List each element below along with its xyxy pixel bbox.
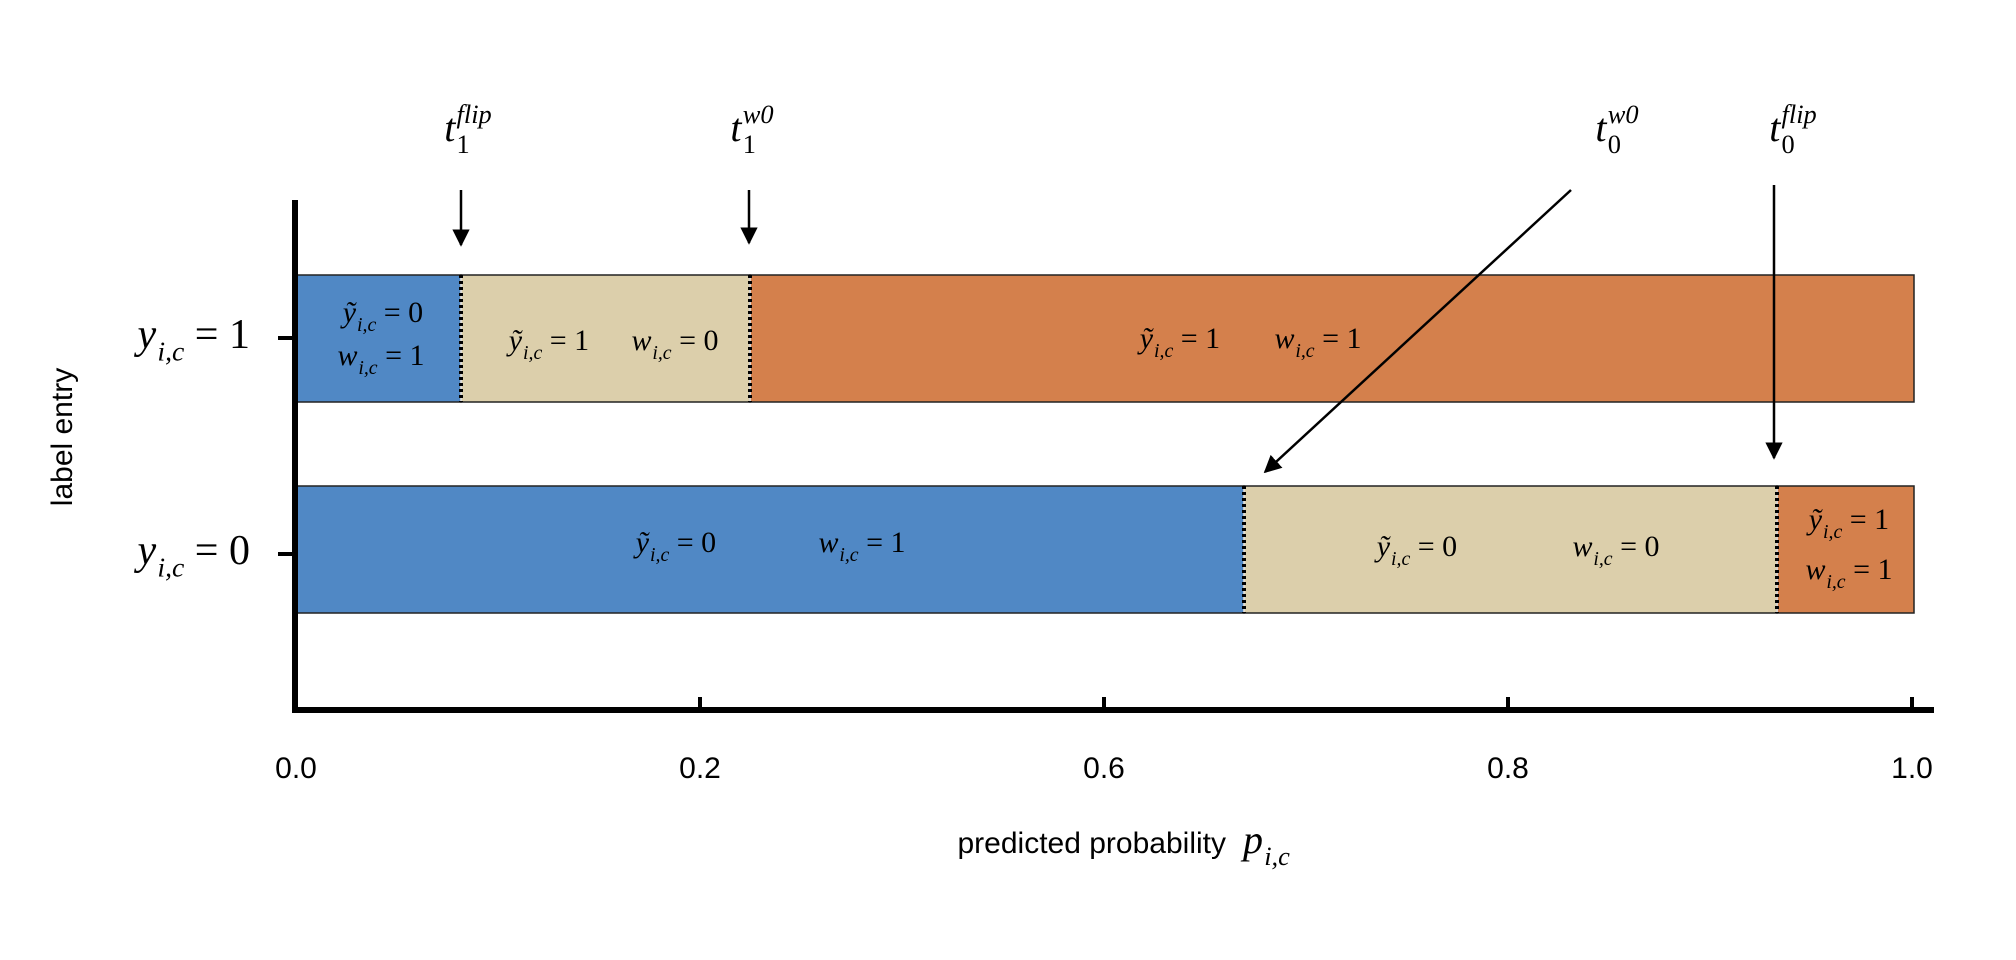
math-label: w i,c = 1 bbox=[1805, 553, 1892, 593]
segment bbox=[295, 274, 462, 403]
math-label: p i,c bbox=[1240, 817, 1290, 871]
math-symbol: p bbox=[1240, 817, 1263, 862]
math-rhs: = 1 bbox=[1853, 553, 1892, 586]
segment bbox=[460, 274, 751, 403]
math-symbol: ỹ bbox=[1137, 322, 1154, 355]
math-label: ỹ i,c = 1 bbox=[1806, 503, 1889, 543]
math-subscript: 1 bbox=[457, 129, 470, 159]
math-subscript: 1 bbox=[743, 129, 756, 159]
math-symbol: w bbox=[1805, 553, 1825, 586]
x-tick-label: 0.8 bbox=[1487, 752, 1529, 785]
math-label: ỹ i,c = 0 bbox=[1374, 530, 1457, 570]
math-label: w i,c = 0 bbox=[1572, 530, 1659, 570]
math-subscript: i,c bbox=[1593, 548, 1612, 570]
math-rhs: = 0 bbox=[1418, 530, 1457, 563]
math-rhs: = 1 bbox=[385, 339, 424, 372]
math-label: w i,c = 1 bbox=[818, 526, 905, 566]
x-tick-label: 1.0 bbox=[1891, 752, 1933, 785]
math-symbol: w bbox=[1572, 530, 1592, 563]
math-label: ỹ i,c = 0 bbox=[340, 296, 423, 336]
math-superscript: flip bbox=[457, 99, 492, 129]
math-symbol: ỹ bbox=[1806, 503, 1823, 536]
math-superscript: w0 bbox=[743, 99, 774, 129]
math-label: ỹ i,c = 1 bbox=[1137, 322, 1220, 362]
math-superscript: flip bbox=[1782, 99, 1817, 129]
segment bbox=[1776, 485, 1915, 614]
math-subscript: i,c bbox=[652, 342, 671, 364]
math-subscript: i,c bbox=[1391, 548, 1410, 570]
math-subscript: i,c bbox=[157, 551, 184, 582]
math-symbol: y bbox=[133, 312, 156, 358]
math-subscript: i,c bbox=[157, 335, 184, 366]
math-rhs: = 0 bbox=[195, 528, 250, 574]
math-label: t 0w0 bbox=[1595, 99, 1638, 159]
math-symbol: w bbox=[818, 526, 838, 559]
math-rhs: = 1 bbox=[195, 312, 250, 358]
math-symbol: ỹ bbox=[633, 526, 650, 559]
math-rhs: = 1 bbox=[1850, 503, 1889, 536]
math-rhs: = 0 bbox=[679, 324, 718, 357]
math-symbol: ỹ bbox=[506, 324, 523, 357]
x-tick-label: 0.0 bbox=[275, 752, 317, 785]
math-label: y i,c = 1 bbox=[133, 312, 250, 367]
math-subscript: i,c bbox=[1826, 571, 1845, 593]
math-rhs: = 1 bbox=[866, 526, 905, 559]
math-symbol: t bbox=[1769, 105, 1781, 150]
math-superscript: w0 bbox=[1608, 99, 1639, 129]
math-subscript: i,c bbox=[358, 357, 377, 379]
math-subscript: i,c bbox=[1823, 521, 1842, 543]
math-subscript: i,c bbox=[357, 314, 376, 336]
math-label: ỹ i,c = 1 bbox=[506, 324, 589, 364]
math-label: w i,c = 1 bbox=[337, 339, 424, 379]
segment bbox=[1243, 485, 1778, 614]
x-axis-label: predicted probability bbox=[958, 827, 1227, 860]
math-symbol: t bbox=[730, 105, 742, 150]
math-subscript: i,c bbox=[1154, 340, 1173, 362]
math-symbol: y bbox=[133, 528, 156, 574]
threshold-arrow bbox=[1263, 189, 1572, 474]
math-label: t 1w0 bbox=[730, 99, 773, 159]
segment bbox=[749, 274, 1915, 403]
math-symbol: w bbox=[631, 324, 651, 357]
math-label: y i,c = 0 bbox=[133, 528, 250, 583]
math-symbol: t bbox=[1595, 105, 1607, 150]
math-symbol: ỹ bbox=[1374, 530, 1391, 563]
math-rhs: = 0 bbox=[677, 526, 716, 559]
math-subscript: i,c bbox=[1295, 340, 1314, 362]
y-axis-label: label entry bbox=[46, 368, 79, 506]
x-tick-label: 0.6 bbox=[1083, 752, 1125, 785]
math-symbol: w bbox=[337, 339, 357, 372]
math-rhs: = 0 bbox=[1620, 530, 1659, 563]
math-rhs: = 1 bbox=[1181, 322, 1220, 355]
math-subscript: i,c bbox=[1264, 841, 1290, 871]
segment bbox=[295, 485, 1245, 614]
math-label: ỹ i,c = 0 bbox=[633, 526, 716, 566]
x-tick-label: 0.2 bbox=[679, 752, 721, 785]
math-label: w i,c = 1 bbox=[1274, 322, 1361, 362]
math-subscript: i,c bbox=[650, 544, 669, 566]
math-subscript: 0 bbox=[1608, 129, 1621, 159]
math-symbol: ỹ bbox=[340, 296, 357, 329]
math-subscript: i,c bbox=[839, 544, 858, 566]
math-label: w i,c = 0 bbox=[631, 324, 718, 364]
math-rhs: = 1 bbox=[550, 324, 589, 357]
math-subscript: i,c bbox=[523, 342, 542, 364]
math-subscript: 0 bbox=[1782, 129, 1795, 159]
math-symbol: w bbox=[1274, 322, 1294, 355]
math-rhs: = 0 bbox=[384, 296, 423, 329]
math-symbol: t bbox=[444, 105, 456, 150]
math-rhs: = 1 bbox=[1322, 322, 1361, 355]
